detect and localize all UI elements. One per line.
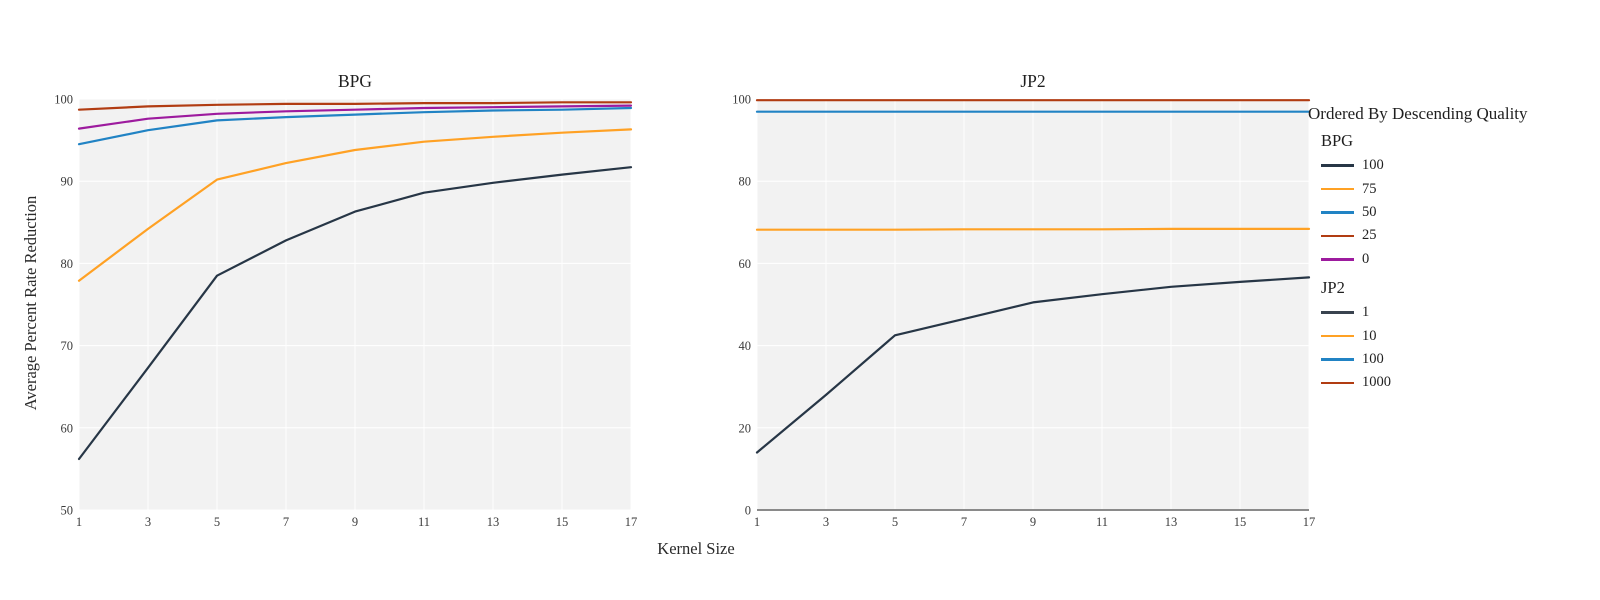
legend-swatch <box>1321 234 1354 238</box>
legend-item-bpg-25: 25 <box>1321 224 1593 247</box>
series-line-50 <box>77 106 633 146</box>
y-tick-label: 50 <box>61 504 74 518</box>
chart-title-bpg: BPG <box>337 71 373 91</box>
gridlines <box>78 98 632 511</box>
series-line-10 <box>755 227 1311 231</box>
legend-item-jp2-1000: 1000 <box>1321 371 1593 394</box>
legend-item-jp2-1: 1 <box>1321 301 1593 324</box>
y-tick-labels: 0 20 40 60 80 100 <box>732 93 751 518</box>
legend-title: Ordered By Descending Quality <box>1308 104 1528 123</box>
x-tick-label: 1 <box>754 515 760 529</box>
x-tick-labels: 1 3 5 7 9 11 13 15 17 <box>76 515 637 529</box>
x-tick-label: 15 <box>556 515 569 529</box>
x-tick-label: 5 <box>892 515 898 529</box>
legend-group-header-jp2: JP2 <box>1321 277 1345 297</box>
y-tick-label: 100 <box>54 93 73 107</box>
x-tick-label: 7 <box>283 515 289 529</box>
x-tick-label: 17 <box>625 515 638 529</box>
y-tick-label: 80 <box>61 257 74 271</box>
x-tick-label: 3 <box>145 515 151 529</box>
series-line-25 <box>77 101 633 111</box>
legend-item-jp2-10: 10 <box>1321 324 1593 347</box>
y-tick-label: 60 <box>61 421 74 435</box>
x-tick-label: 17 <box>1303 515 1316 529</box>
series-line-0 <box>77 104 633 130</box>
y-tick-label: 80 <box>739 175 752 189</box>
x-tick-labels: 1 3 5 7 9 11 13 15 17 <box>754 515 1315 529</box>
legend-swatch <box>1321 187 1354 191</box>
x-tick-label: 13 <box>1165 515 1178 529</box>
legend-item-bpg-0: 0 <box>1321 248 1593 271</box>
legend-swatch <box>1321 311 1354 314</box>
x-tick-label: 1 <box>76 515 82 529</box>
y-tick-label: 70 <box>61 339 74 353</box>
legend: Ordered By Descending Quality BPG 100 75 50… <box>1308 103 1593 395</box>
y-tick-label: 0 <box>745 504 751 518</box>
series-line-100 <box>77 166 633 461</box>
x-tick-label: 15 <box>1234 515 1247 529</box>
legend-swatch <box>1321 211 1354 214</box>
legend-item-jp2-100: 100 <box>1321 348 1593 371</box>
chart-title-jp2: JP2 <box>1020 71 1046 91</box>
legend-item-label: 1 <box>1362 304 1370 321</box>
legend-groups: BPG 100 75 50 25 0 JP2 1 10 100 1000 <box>1308 130 1593 395</box>
y-tick-label: 90 <box>61 175 74 189</box>
x-tick-label: 9 <box>1030 515 1036 529</box>
legend-items-jp2: 1 10 100 1000 <box>1321 301 1593 395</box>
x-tick-label: 5 <box>214 515 220 529</box>
legend-group-header-bpg: BPG <box>1321 131 1354 150</box>
y-tick-labels: 50 60 70 80 90 100 <box>54 93 73 518</box>
y-tick-label: 20 <box>739 421 752 435</box>
legend-item-label: 100 <box>1362 157 1384 174</box>
legend-item-label: 50 <box>1362 203 1377 220</box>
legend-item-label: 75 <box>1362 180 1377 197</box>
legend-swatch <box>1321 164 1354 167</box>
legend-item-label: 25 <box>1362 227 1377 244</box>
y-tick-label: 60 <box>739 257 752 271</box>
x-tick-label: 11 <box>418 515 430 529</box>
x-axis-label: Kernel Size <box>657 539 735 558</box>
x-tick-label: 11 <box>1096 515 1108 529</box>
y-tick-label: 40 <box>739 339 752 353</box>
y-axis-label: Average Percent Rate Reduction <box>21 195 40 411</box>
legend-item-label: 0 <box>1362 250 1370 267</box>
legend-item-bpg-50: 50 <box>1321 201 1593 224</box>
legend-item-bpg-100: 100 <box>1321 154 1593 177</box>
series-line-1 <box>755 276 1311 454</box>
legend-item-label: 100 <box>1362 350 1384 367</box>
x-tick-label: 13 <box>487 515 500 529</box>
x-tick-label: 7 <box>961 515 967 529</box>
legend-swatch <box>1321 358 1354 361</box>
y-tick-label: 100 <box>732 93 751 107</box>
legend-swatch <box>1321 334 1354 338</box>
legend-item-label: 1000 <box>1362 374 1391 391</box>
x-tick-label: 3 <box>823 515 829 529</box>
legend-item-label: 10 <box>1362 327 1377 344</box>
series-line-75 <box>77 128 633 282</box>
x-tick-label: 9 <box>352 515 358 529</box>
legend-swatch <box>1321 381 1354 385</box>
legend-swatch <box>1321 257 1354 261</box>
legend-items-bpg: 100 75 50 25 0 <box>1321 154 1593 271</box>
legend-item-bpg-75: 75 <box>1321 177 1593 200</box>
